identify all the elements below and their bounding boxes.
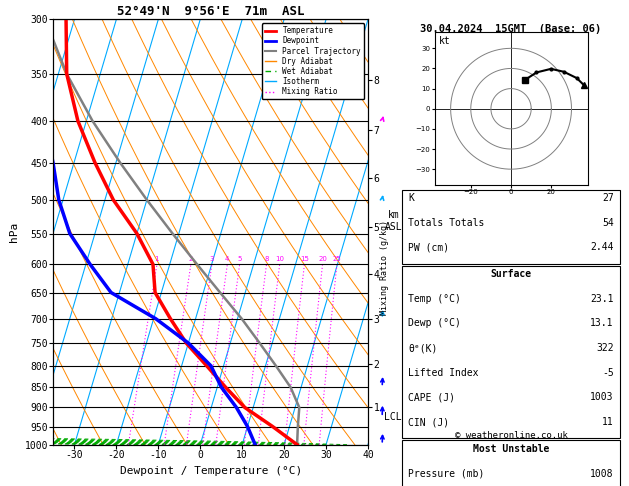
Text: K: K (408, 193, 415, 203)
Text: 2: 2 (189, 256, 193, 262)
Text: 30.04.2024  15GMT  (Base: 06): 30.04.2024 15GMT (Base: 06) (420, 24, 602, 34)
Title: 52°49'N  9°56'E  71m  ASL: 52°49'N 9°56'E 71m ASL (117, 5, 304, 18)
Text: © weatheronline.co.uk: © weatheronline.co.uk (455, 432, 567, 440)
Text: 1008: 1008 (590, 469, 614, 479)
Text: θᵉ(K): θᵉ(K) (408, 343, 438, 353)
Text: 322: 322 (596, 343, 614, 353)
Text: LCL: LCL (384, 412, 401, 422)
Text: 1: 1 (155, 256, 159, 262)
Bar (402, 440, 620, 486)
Y-axis label: hPa: hPa (9, 222, 19, 242)
Text: PW (cm): PW (cm) (408, 243, 450, 252)
Text: 27: 27 (602, 193, 614, 203)
Text: 15: 15 (300, 256, 309, 262)
Text: 4: 4 (225, 256, 230, 262)
Text: CIN (J): CIN (J) (408, 417, 450, 427)
Text: 8: 8 (264, 256, 269, 262)
Text: 10: 10 (276, 256, 284, 262)
Text: Lifted Index: Lifted Index (408, 368, 479, 378)
Text: 23.1: 23.1 (590, 294, 614, 304)
Text: 11: 11 (602, 417, 614, 427)
Text: 54: 54 (602, 218, 614, 227)
Text: Mixing Ratio (g/kg): Mixing Ratio (g/kg) (381, 220, 389, 315)
X-axis label: Dewpoint / Temperature (°C): Dewpoint / Temperature (°C) (120, 466, 302, 476)
Text: 1003: 1003 (590, 392, 614, 402)
Y-axis label: km
ASL: km ASL (384, 210, 402, 232)
Text: Most Unstable: Most Unstable (473, 444, 549, 454)
Text: 2.44: 2.44 (590, 243, 614, 252)
Bar (402, 190, 620, 263)
Bar (402, 266, 620, 438)
Text: CAPE (J): CAPE (J) (408, 392, 455, 402)
Text: 13.1: 13.1 (590, 318, 614, 329)
Text: Temp (°C): Temp (°C) (408, 294, 461, 304)
Text: Pressure (mb): Pressure (mb) (408, 469, 485, 479)
Text: -5: -5 (602, 368, 614, 378)
Text: Dewp (°C): Dewp (°C) (408, 318, 461, 329)
Text: Surface: Surface (491, 269, 532, 279)
Text: 20: 20 (318, 256, 327, 262)
Text: 3: 3 (209, 256, 214, 262)
Text: 25: 25 (333, 256, 342, 262)
Text: 5: 5 (238, 256, 242, 262)
Text: Totals Totals: Totals Totals (408, 218, 485, 227)
Legend: Temperature, Dewpoint, Parcel Trajectory, Dry Adiabat, Wet Adiabat, Isotherm, Mi: Temperature, Dewpoint, Parcel Trajectory… (262, 23, 364, 99)
